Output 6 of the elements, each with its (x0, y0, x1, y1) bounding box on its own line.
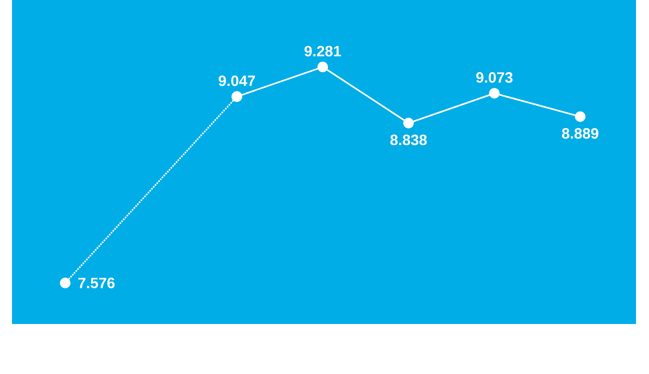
data-label: 8.838 (390, 134, 427, 146)
data-label: 9.281 (304, 46, 341, 56)
data-label: 8.889 (562, 128, 598, 139)
data-label: 7.576 (78, 278, 115, 288)
data-label: 9.047 (218, 76, 255, 86)
data-label: 9.073 (476, 72, 513, 83)
